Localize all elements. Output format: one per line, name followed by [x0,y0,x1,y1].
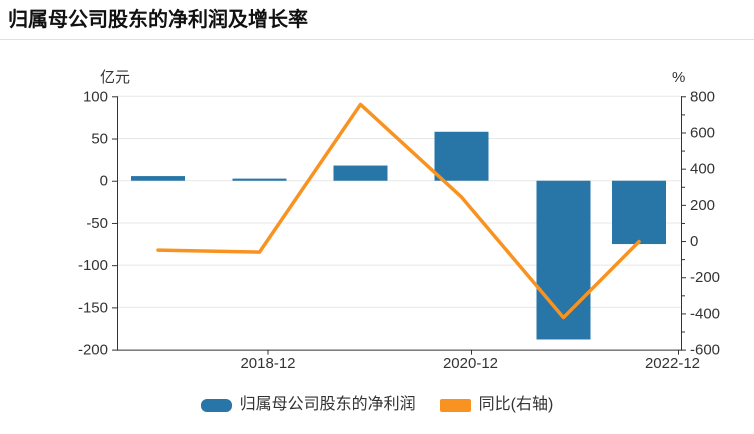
legend-item-net-profit[interactable]: 归属母公司股东的净利润 [200,396,416,414]
chart-legend: 归属母公司股东的净利润 同比(右轴) [0,396,754,414]
right-axis-tick-label: 600 [690,124,715,141]
left-axis-tick-label: -100 [78,257,108,274]
right-axis-unit-label: % [672,69,685,86]
gridlines [117,95,681,308]
axis-labels: 100 50 0 -50 -100 -150 -200 800 600 400 200 0 -200 -4… [78,69,720,372]
bar-2017-12 [131,176,185,181]
left-axis-tick-label: 0 [100,173,108,190]
left-axis-tick-label: 100 [83,88,108,105]
axes [112,96,686,355]
right-axis-tick-label: 0 [690,233,698,250]
bar-2018-12 [232,178,287,181]
bar-series [131,131,666,340]
legend-item-yoy[interactable]: 同比(右轴) [439,396,554,414]
bar-2019-12 [333,165,388,181]
bar-2020-12 [434,131,489,181]
right-axis-tick-label: 400 [690,161,715,178]
chart-title: 归属母公司股东的净利润及增长率 [0,0,754,40]
legend-label-net-profit: 归属母公司股东的净利润 [239,396,416,413]
left-axis-unit-label: 亿元 [100,69,130,86]
combo-chart: 100 50 0 -50 -100 -150 -200 800 600 400 200 0 -200 -4… [78,69,720,372]
right-axis-tick-label: -400 [690,305,720,322]
left-axis-tick-label: -50 [86,215,108,232]
legend-label-yoy: 同比(右轴) [478,396,554,413]
line-series [156,102,641,320]
left-axis-tick-label: -150 [78,299,108,316]
left-axis-tick-label: 50 [91,131,108,148]
x-axis-tick-label: 2018-12 [240,355,295,372]
right-axis-tick-label: -600 [690,342,720,359]
x-axis-tick-label: 2020-12 [443,355,498,372]
bar-2022-12 [612,180,666,245]
x-axis-tick-label: 2022-12 [645,355,700,372]
right-axis-tick-label: 200 [690,197,715,214]
legend-swatch-yoy [439,398,471,412]
right-axis-tick-label: -200 [690,269,720,286]
bar-2021-12 [536,180,591,340]
left-axis-tick-label: -200 [78,342,108,359]
right-axis-tick-label: 800 [690,88,715,105]
legend-swatch-net-profit [200,398,232,412]
